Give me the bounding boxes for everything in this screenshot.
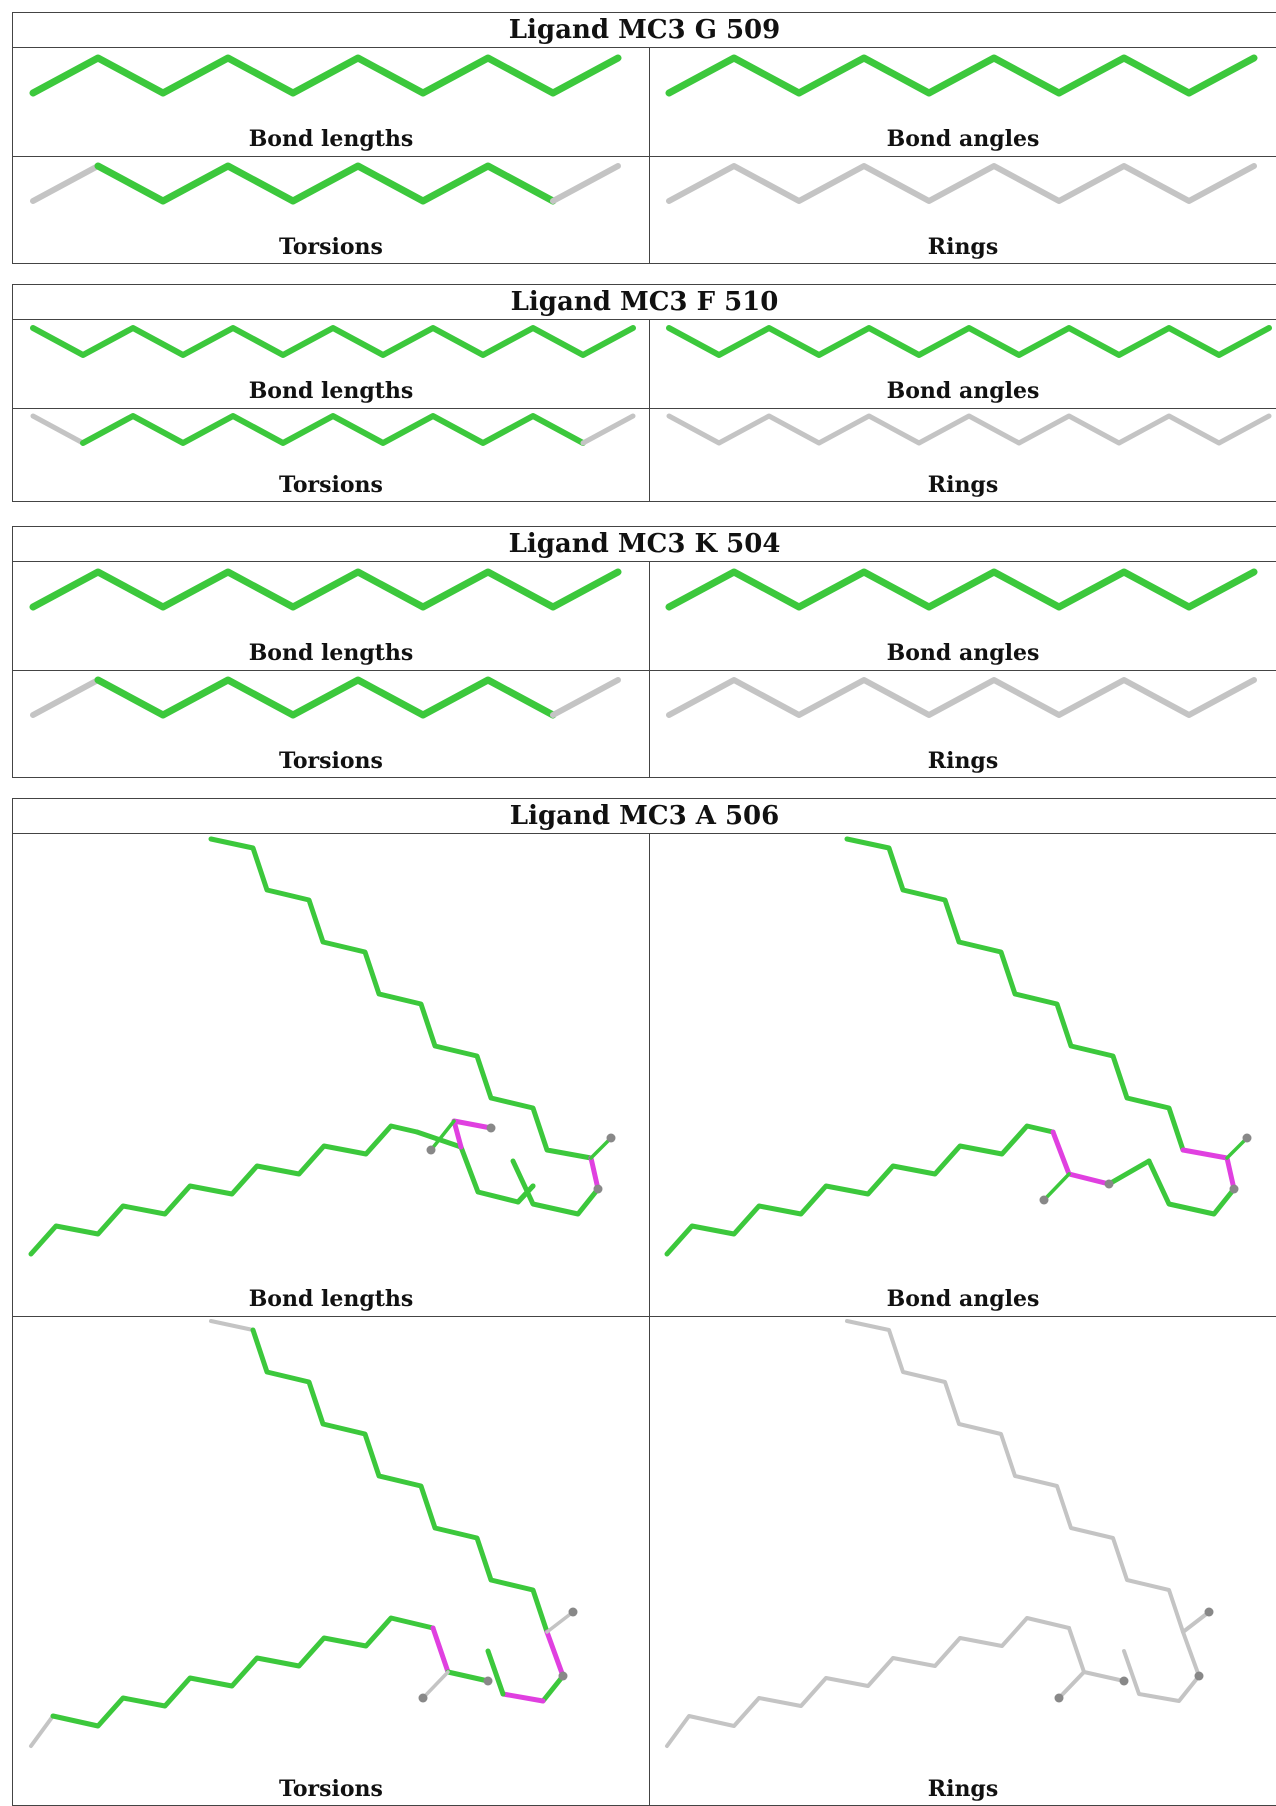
ligand-title: Ligand MC3 A 506 xyxy=(13,799,1276,834)
panel-label: Torsions xyxy=(279,748,383,774)
bond-lengths-panel: Bond lengths xyxy=(13,320,649,408)
ligand-panel-4: Ligand MC3 A 506 xyxy=(12,798,1276,1806)
rings-panel: Rings xyxy=(649,1316,1276,1806)
panel-label: Bond angles xyxy=(886,378,1040,404)
torsions-panel: Torsions xyxy=(13,408,649,502)
panel-label: Bond angles xyxy=(886,126,1040,152)
rings-structure xyxy=(666,413,1272,446)
bond-lengths-panel: Bond lengths xyxy=(13,48,649,156)
bond-lengths-structure xyxy=(29,54,622,97)
panel-label: Bond lengths xyxy=(248,1286,414,1312)
panel-label: Rings xyxy=(927,234,999,260)
rings-structure xyxy=(665,1319,1214,1748)
panel-label: Rings xyxy=(927,472,999,498)
bond-lengths-panel: Bond lengths xyxy=(13,562,649,670)
rings-panel: Rings xyxy=(649,670,1276,778)
panel-label: Rings xyxy=(927,748,999,774)
bond-angles-structure xyxy=(664,836,1252,1257)
bond-angles-structure xyxy=(665,54,1258,97)
panel-label: Torsions xyxy=(279,472,383,498)
torsions-panel: Torsions xyxy=(13,1316,649,1806)
panel-label: Bond lengths xyxy=(248,640,414,666)
panel-label: Torsions xyxy=(279,1776,383,1802)
panel-label: Bond lengths xyxy=(248,126,414,152)
bond-lengths-structure xyxy=(28,836,616,1257)
panel-label: Bond lengths xyxy=(248,378,414,404)
ligand-panel-3: Ligand MC3 K 504 Bond lengths Bond angle… xyxy=(12,526,1276,778)
bond-angles-panel: Bond angles xyxy=(649,834,1276,1316)
ligand-panel-2: Ligand MC3 F 510 Bond lengths Bond angle… xyxy=(12,284,1276,502)
torsions-panel: Torsions xyxy=(13,670,649,778)
torsions-structure xyxy=(30,413,636,446)
ligand-title: Ligand MC3 F 510 xyxy=(13,285,1276,320)
rings-structure xyxy=(666,163,1257,204)
bond-angles-structure xyxy=(666,325,1272,358)
ligand-title: Ligand MC3 G 509 xyxy=(13,13,1276,48)
panel-label: Rings xyxy=(927,1776,999,1802)
panel-label: Torsions xyxy=(279,234,383,260)
bond-lengths-structure xyxy=(30,325,636,358)
torsions-panel: Torsions xyxy=(13,156,649,264)
bond-angles-panel: Bond angles xyxy=(649,320,1276,408)
bond-angles-panel: Bond angles xyxy=(649,562,1276,670)
bond-lengths-structure xyxy=(29,568,622,611)
ligand-panel-1: Ligand MC3 G 509 Bond lengths Bond angle… xyxy=(12,12,1276,264)
bond-lengths-panel: Bond lengths xyxy=(13,834,649,1316)
rings-structure xyxy=(666,677,1257,718)
torsions-structure xyxy=(29,1319,578,1748)
bond-angles-structure xyxy=(665,568,1258,611)
ligand-title: Ligand MC3 K 504 xyxy=(13,527,1276,562)
rings-panel: Rings xyxy=(649,408,1276,502)
panel-label: Bond angles xyxy=(886,1286,1040,1312)
torsions-structure xyxy=(30,162,621,205)
torsions-structure xyxy=(30,676,621,719)
rings-panel: Rings xyxy=(649,156,1276,264)
bond-angles-panel: Bond angles xyxy=(649,48,1276,156)
panel-label: Bond angles xyxy=(886,640,1040,666)
